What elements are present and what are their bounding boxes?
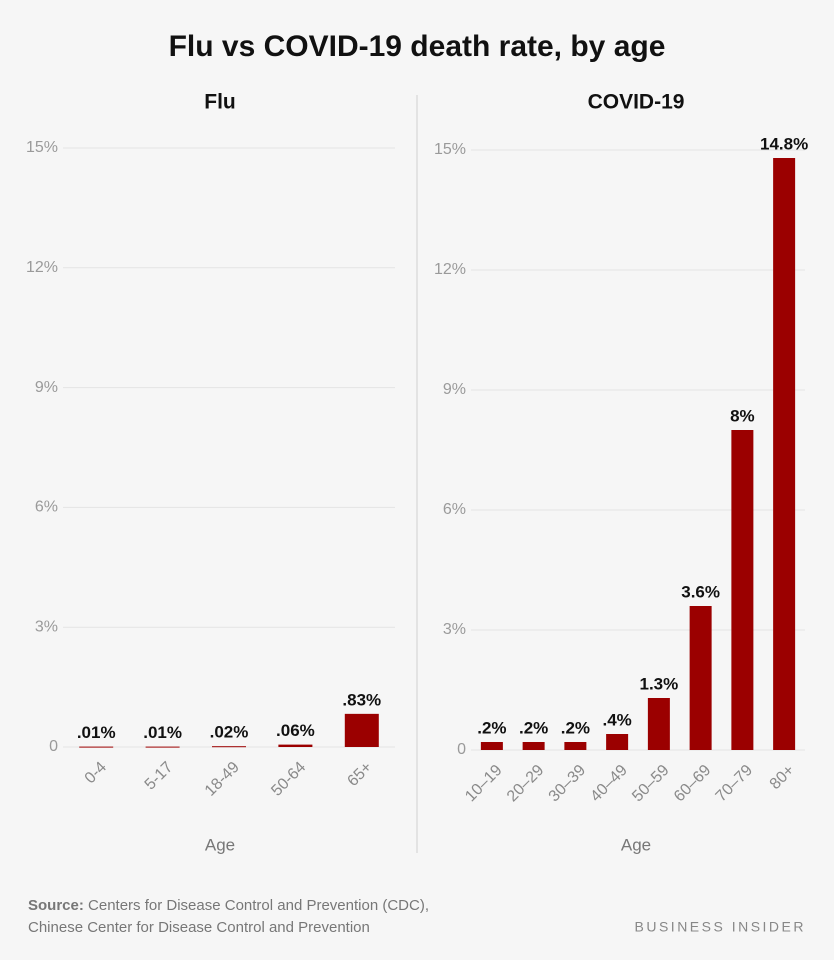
source-line: Centers for Disease Control and Preventi…	[88, 897, 429, 914]
y-tick-label: 12%	[434, 261, 466, 278]
x-tick-label: 50-64	[268, 759, 309, 800]
x-tick-label: 10–19	[462, 762, 506, 806]
panel-title: COVID-19	[588, 91, 685, 114]
y-tick-label: 9%	[443, 381, 466, 398]
x-tick-label: 0-4	[82, 759, 110, 787]
y-tick-label: 9%	[35, 379, 58, 396]
y-tick-label: 15%	[434, 141, 466, 158]
x-tick-label: 18-49	[202, 759, 243, 800]
x-tick-label: 20–29	[504, 762, 548, 806]
x-tick-label: 30–39	[546, 762, 590, 806]
bar	[145, 746, 180, 748]
x-tick-label: 60–69	[671, 762, 715, 806]
bar	[522, 742, 545, 750]
bar	[212, 746, 246, 748]
value-label: .4%	[602, 710, 631, 729]
value-label: .2%	[519, 718, 548, 737]
value-label: 3.6%	[681, 582, 720, 601]
source-label: Source:	[28, 897, 84, 914]
value-label: 8%	[730, 406, 755, 425]
bar	[480, 742, 503, 750]
x-tick-label: 65+	[344, 759, 375, 790]
value-label: .01%	[143, 723, 182, 742]
y-tick-label: 3%	[443, 621, 466, 638]
value-label: 14.8%	[760, 134, 808, 153]
y-tick-label: 15%	[26, 139, 58, 156]
bar	[278, 744, 313, 747]
value-label: .83%	[342, 690, 381, 709]
x-tick-label: 40–49	[587, 762, 631, 806]
x-tick-label: 80+	[767, 762, 798, 793]
brand: BUSINESS INSIDER	[635, 919, 806, 935]
bar	[344, 713, 379, 747]
bar	[731, 430, 754, 750]
bar	[773, 158, 796, 750]
source: Source: Centers for Disease Control and …	[28, 897, 429, 914]
value-label: .01%	[77, 723, 116, 742]
y-tick-label: 3%	[35, 618, 58, 635]
value-label: 1.3%	[640, 674, 679, 693]
panel-title: Flu	[204, 91, 236, 114]
value-label: .06%	[276, 721, 315, 740]
bar	[689, 606, 712, 750]
x-axis-title: Age	[205, 835, 235, 854]
y-tick-label: 12%	[26, 259, 58, 276]
bar	[606, 734, 629, 750]
x-tick-label: 70–79	[713, 762, 757, 806]
y-tick-label: 6%	[35, 499, 58, 516]
x-tick-label: 50–59	[629, 762, 673, 806]
bar	[564, 742, 587, 750]
y-tick-label: 0	[457, 741, 466, 758]
source-line: Chinese Center for Disease Control and P…	[28, 919, 370, 936]
value-label: .2%	[477, 718, 506, 737]
value-label: .02%	[210, 723, 249, 742]
x-tick-label: 5-17	[142, 759, 177, 794]
y-tick-label: 0	[49, 738, 58, 755]
bar	[79, 746, 114, 748]
bar	[647, 698, 670, 750]
y-tick-label: 6%	[443, 501, 466, 518]
value-label: .2%	[561, 718, 590, 737]
x-axis-title: Age	[621, 835, 651, 854]
chart-title: Flu vs COVID-19 death rate, by age	[169, 30, 666, 63]
